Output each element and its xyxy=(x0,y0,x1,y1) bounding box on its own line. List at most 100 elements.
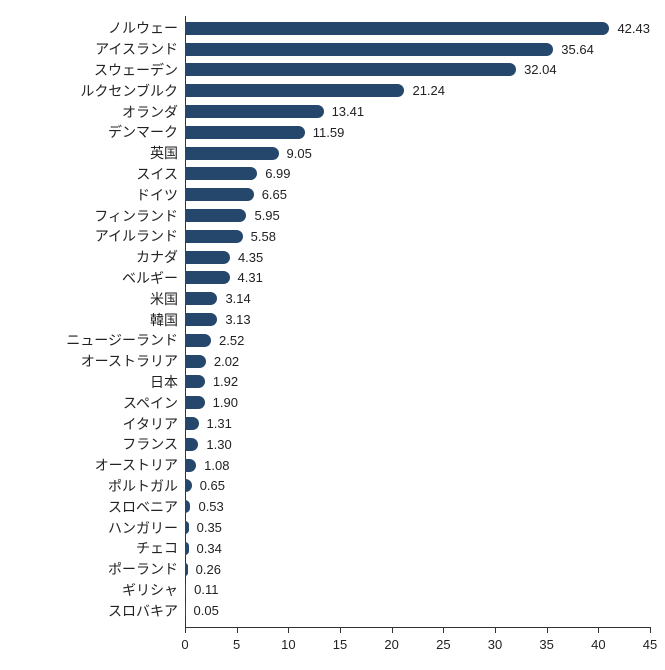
bar-label: スロバキア xyxy=(10,601,178,621)
bar-row: ニュージーランド2.52 xyxy=(185,330,650,351)
bar-label: 韓国 xyxy=(10,310,178,330)
bar xyxy=(185,105,324,118)
bar-value: 6.65 xyxy=(262,187,287,202)
bar-label: ポーランド xyxy=(10,559,178,579)
x-axis: 051015202530354045 xyxy=(185,627,650,657)
x-tick xyxy=(185,627,186,633)
x-tick-label: 45 xyxy=(643,637,657,652)
bar-value: 42.43 xyxy=(617,21,650,36)
x-tick xyxy=(547,627,548,633)
bar xyxy=(185,355,206,368)
bar-label: ニュージーランド xyxy=(10,330,178,350)
bar-row: デンマーク11.59 xyxy=(185,122,650,143)
bar-row: ポルトガル0.65 xyxy=(185,476,650,497)
bar-label: 英国 xyxy=(10,143,178,163)
bar-label: スウェーデン xyxy=(10,60,178,80)
bar-row: ハンガリー0.35 xyxy=(185,517,650,538)
bar-label: フランス xyxy=(10,434,178,454)
bar-value: 0.26 xyxy=(196,562,221,577)
bar xyxy=(185,334,211,347)
horizontal-bar-chart: ノルウェー42.43アイスランド35.64スウェーデン32.04ルクセンブルク2… xyxy=(10,12,645,660)
bar xyxy=(185,22,609,35)
bar-value: 13.41 xyxy=(332,104,365,119)
bar xyxy=(185,396,205,409)
bar-value: 5.95 xyxy=(254,208,279,223)
x-tick-label: 30 xyxy=(488,637,502,652)
bar xyxy=(185,43,553,56)
bar-row: スイス6.99 xyxy=(185,164,650,185)
bar-value: 0.53 xyxy=(198,499,223,514)
x-tick-label: 35 xyxy=(539,637,553,652)
bar xyxy=(185,84,404,97)
bar xyxy=(185,126,305,139)
x-tick-label: 10 xyxy=(281,637,295,652)
bar-label: フィンランド xyxy=(10,206,178,226)
bar xyxy=(185,251,230,264)
bar-label: イタリア xyxy=(10,414,178,434)
bar-value: 1.90 xyxy=(213,395,238,410)
bar-row: スロバキア0.05 xyxy=(185,600,650,621)
bar-value: 5.58 xyxy=(251,229,276,244)
bar-row: ベルギー4.31 xyxy=(185,268,650,289)
bar-value: 35.64 xyxy=(561,42,594,57)
x-tick-label: 20 xyxy=(384,637,398,652)
bar-value: 0.35 xyxy=(197,520,222,535)
bar-label: オーストリア xyxy=(10,455,178,475)
bar-row: カナダ4.35 xyxy=(185,247,650,268)
bar-value: 0.34 xyxy=(197,541,222,556)
bar-value: 3.14 xyxy=(225,291,250,306)
bar-value: 1.30 xyxy=(206,437,231,452)
bar-row: アイスランド35.64 xyxy=(185,39,650,60)
bar-label: スロベニア xyxy=(10,497,178,517)
bar-row: フランス1.30 xyxy=(185,434,650,455)
bar-row: ドイツ6.65 xyxy=(185,184,650,205)
bar-row: 韓国3.13 xyxy=(185,309,650,330)
bar xyxy=(185,459,196,472)
x-tick-label: 15 xyxy=(333,637,347,652)
bar xyxy=(185,479,192,492)
bar xyxy=(185,542,189,555)
bar xyxy=(185,583,186,596)
bar-row: ルクセンブルク21.24 xyxy=(185,80,650,101)
bar-value: 2.52 xyxy=(219,333,244,348)
bar-row: スロベニア0.53 xyxy=(185,496,650,517)
bar-label: スイス xyxy=(10,164,178,184)
bar-row: スウェーデン32.04 xyxy=(185,60,650,81)
bar xyxy=(185,604,186,617)
bar xyxy=(185,167,257,180)
bar-label: 日本 xyxy=(10,372,178,392)
x-tick-label: 25 xyxy=(436,637,450,652)
bar-label: ギリシャ xyxy=(10,580,178,600)
bar xyxy=(185,292,217,305)
bar xyxy=(185,209,246,222)
bar xyxy=(185,375,205,388)
bar-label: アイルランド xyxy=(10,226,178,246)
bar-row: オランダ13.41 xyxy=(185,101,650,122)
x-tick xyxy=(443,627,444,633)
x-tick xyxy=(288,627,289,633)
bar-value: 0.05 xyxy=(194,603,219,618)
x-axis-line xyxy=(185,627,650,628)
bar xyxy=(185,230,243,243)
bar xyxy=(185,188,254,201)
x-tick-label: 5 xyxy=(233,637,240,652)
bar xyxy=(185,438,198,451)
x-tick-label: 0 xyxy=(181,637,188,652)
bar-row: アイルランド5.58 xyxy=(185,226,650,247)
bar-label: オーストラリア xyxy=(10,351,178,371)
x-tick xyxy=(392,627,393,633)
bar xyxy=(185,271,230,284)
bar xyxy=(185,147,279,160)
bar-label: アイスランド xyxy=(10,39,178,59)
bar-row: オーストリア1.08 xyxy=(185,455,650,476)
bar-label: 米国 xyxy=(10,289,178,309)
bar-value: 1.92 xyxy=(213,374,238,389)
x-tick xyxy=(340,627,341,633)
bar-value: 4.31 xyxy=(238,270,263,285)
bar-value: 6.99 xyxy=(265,166,290,181)
x-tick xyxy=(650,627,651,633)
bar-row: フィンランド5.95 xyxy=(185,205,650,226)
bar-row: 英国9.05 xyxy=(185,143,650,164)
bar-label: オランダ xyxy=(10,102,178,122)
bar-row: イタリア1.31 xyxy=(185,413,650,434)
